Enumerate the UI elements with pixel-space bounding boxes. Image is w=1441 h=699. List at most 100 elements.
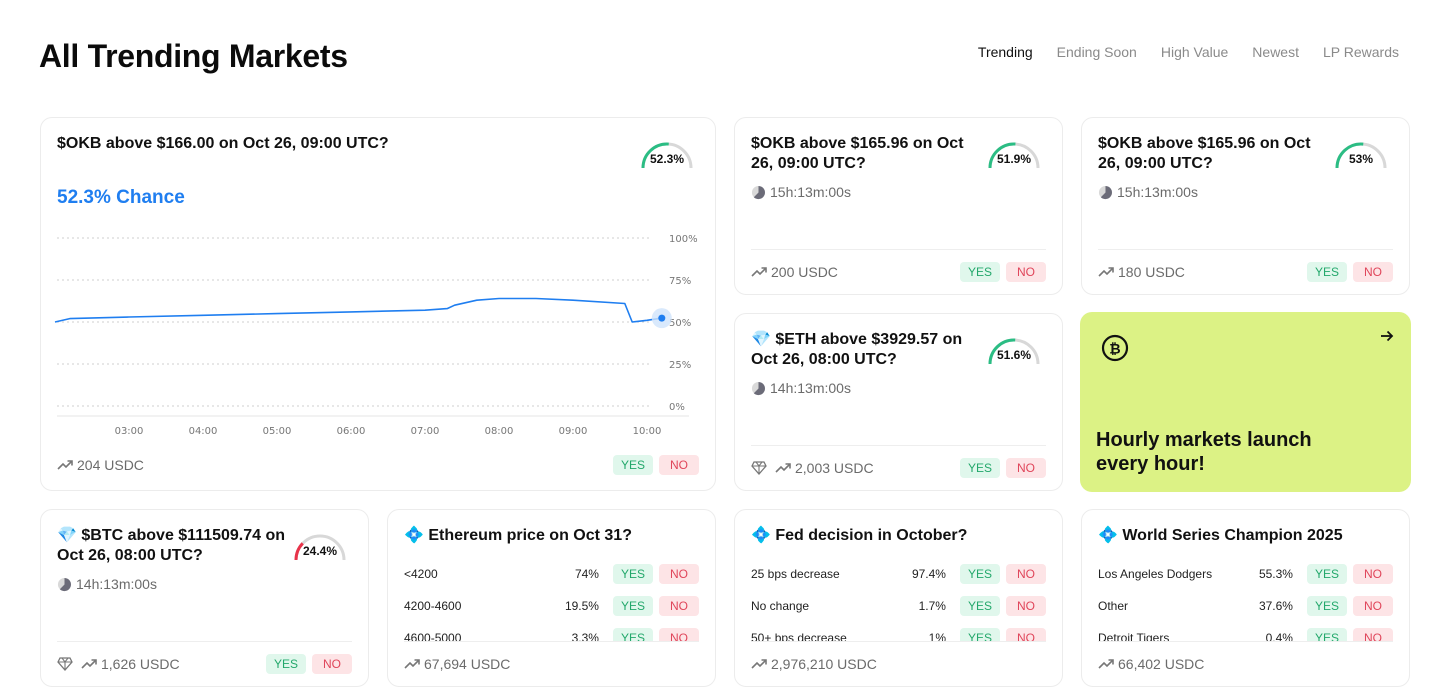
- no-button[interactable]: NO: [1353, 628, 1393, 642]
- hourly-markets-promo[interactable]: ₿ Hourly markets launch every hour!: [1080, 312, 1411, 492]
- no-button[interactable]: NO: [1353, 596, 1393, 616]
- gem-icon: [751, 461, 767, 475]
- no-button[interactable]: NO: [659, 564, 699, 584]
- tab-trending[interactable]: Trending: [977, 44, 1033, 60]
- countdown-value: 14h:13m:00s: [770, 380, 851, 396]
- market-card[interactable]: 💎 $BTC above $111509.74 on Oct 26, 08:00…: [40, 509, 369, 687]
- multi-market-card[interactable]: 💠 World Series Champion 2025 Los Angeles…: [1081, 509, 1410, 687]
- no-button[interactable]: NO: [1006, 262, 1046, 282]
- gauge-value: 53%: [1348, 152, 1374, 166]
- yes-button[interactable]: YES: [959, 458, 1000, 478]
- volume: 2,976,210 USDC: [751, 656, 877, 672]
- outcome-pct: 19.5%: [564, 599, 599, 613]
- probability-gauge: 24.4%: [292, 530, 348, 564]
- trend-up-icon: [751, 659, 767, 669]
- x-tick-label: 06:00: [337, 426, 366, 437]
- yes-button[interactable]: YES: [612, 564, 653, 584]
- market-card[interactable]: $OKB above $165.96 on Oct 26, 09:00 UTC?…: [1081, 117, 1410, 295]
- volume-value: 1,626 USDC: [101, 656, 180, 672]
- outcome-name: 4200-4600: [404, 599, 462, 613]
- x-tick-label: 08:00: [485, 426, 514, 437]
- gauge-value: 24.4%: [302, 544, 338, 558]
- outcome-row: 50+ bps decrease 1% YES NO: [751, 628, 1046, 642]
- no-button[interactable]: NO: [1006, 628, 1046, 642]
- outcome-pct: 3.3%: [571, 631, 599, 642]
- arrow-right-icon[interactable]: [1379, 328, 1395, 344]
- outcome-row: 25 bps decrease 97.4% YES NO: [751, 564, 1046, 584]
- price-chart: 100% 75% 50% 25% 0% 03:00 04:00 05:00 06:00 07:00…: [54, 234, 698, 437]
- featured-market-card[interactable]: $OKB above $166.00 on Oct 26, 09:00 UTC?…: [40, 117, 716, 491]
- no-button[interactable]: NO: [659, 455, 699, 475]
- x-tick-label: 07:00: [411, 426, 440, 437]
- clock-pie-icon: [57, 577, 72, 591]
- countdown-value: 15h:13m:00s: [770, 184, 851, 200]
- volume-value: 200 USDC: [771, 264, 838, 280]
- yes-button[interactable]: YES: [959, 596, 1000, 616]
- multi-market-card[interactable]: 💠 Fed decision in October? 25 bps decrea…: [734, 509, 1063, 687]
- page-title: All Trending Markets: [39, 38, 348, 74]
- y-tick-label: 50%: [669, 318, 691, 329]
- x-tick-label: 03:00: [115, 426, 144, 437]
- outcome-list: <4200 74% YES NO 4200-4600 19.5% YES NO …: [388, 560, 715, 642]
- y-tick-label: 100%: [669, 234, 698, 245]
- x-tick-label: 04:00: [189, 426, 218, 437]
- yes-button[interactable]: YES: [1306, 596, 1347, 616]
- no-button[interactable]: NO: [312, 654, 352, 674]
- countdown-value: 15h:13m:00s: [1117, 184, 1198, 200]
- tab-high-value[interactable]: High Value: [1160, 44, 1229, 60]
- market-title: 💎 $ETH above $3929.57 on Oct 26, 08:00 U…: [751, 331, 963, 368]
- outcome-row: Detroit Tigers 0.4% YES NO: [1098, 628, 1393, 642]
- no-button[interactable]: NO: [1006, 596, 1046, 616]
- tab-lp-rewards[interactable]: LP Rewards: [1322, 44, 1399, 60]
- outcome-name: 25 bps decrease: [751, 567, 840, 581]
- no-button[interactable]: NO: [1353, 564, 1393, 584]
- volume: 67,694 USDC: [404, 656, 510, 672]
- outcome-row: 4200-4600 19.5% YES NO: [404, 596, 699, 616]
- gem-icon: [57, 657, 73, 671]
- yes-button[interactable]: YES: [1306, 564, 1347, 584]
- yes-button[interactable]: YES: [1306, 628, 1347, 642]
- yes-button[interactable]: YES: [959, 262, 1000, 282]
- yes-button[interactable]: YES: [959, 628, 1000, 642]
- yes-button[interactable]: YES: [612, 628, 653, 642]
- no-button[interactable]: NO: [659, 596, 699, 616]
- market-card[interactable]: $OKB above $165.96 on Oct 26, 09:00 UTC?…: [734, 117, 1063, 295]
- current-point: [658, 314, 666, 322]
- volume: 204 USDC: [57, 457, 144, 473]
- gauge-value: 51.9%: [996, 152, 1032, 166]
- gauge-fill: [641, 142, 669, 169]
- multi-market-card[interactable]: 💠 Ethereum price on Oct 31? <4200 74% YE…: [387, 509, 716, 687]
- clock-pie-icon: [751, 381, 766, 395]
- outcome-row: <4200 74% YES NO: [404, 564, 699, 584]
- outcome-pct: 97.4%: [911, 567, 946, 581]
- yes-button[interactable]: YES: [1306, 262, 1347, 282]
- tab-newest[interactable]: Newest: [1252, 44, 1299, 60]
- trend-up-icon: [751, 267, 767, 277]
- outcome-pct: 37.6%: [1258, 599, 1293, 613]
- divider: [751, 641, 1046, 642]
- market-title: 💠 World Series Champion 2025: [1098, 527, 1343, 544]
- outcome-pct: 55.3%: [1258, 567, 1293, 581]
- y-tick-label: 75%: [669, 276, 691, 287]
- no-button[interactable]: NO: [659, 628, 699, 642]
- outcome-list: Los Angeles Dodgers 55.3% YES NO Other 3…: [1082, 560, 1409, 642]
- market-card[interactable]: 💎 $ETH above $3929.57 on Oct 26, 08:00 U…: [734, 313, 1063, 491]
- tab-ending-soon[interactable]: Ending Soon: [1056, 44, 1137, 60]
- countdown: 15h:13m:00s: [1098, 184, 1198, 200]
- market-title: 💠 Ethereum price on Oct 31?: [404, 527, 632, 544]
- volume-value: 2,976,210 USDC: [771, 656, 877, 672]
- yes-button[interactable]: YES: [612, 596, 653, 616]
- yes-button[interactable]: YES: [612, 455, 653, 475]
- yes-button[interactable]: YES: [959, 564, 1000, 584]
- outcome-name: 4600-5000: [404, 631, 462, 642]
- no-button[interactable]: NO: [1353, 262, 1393, 282]
- gauge-fill: [988, 142, 1016, 169]
- promo-text: Hourly markets launch every hour!: [1096, 429, 1312, 475]
- no-button[interactable]: NO: [1006, 564, 1046, 584]
- yes-button[interactable]: YES: [265, 654, 306, 674]
- outcome-pct: 74%: [574, 567, 599, 581]
- market-title: 💎 $BTC above $111509.74 on Oct 26, 08:00…: [57, 527, 286, 564]
- trend-up-icon: [57, 460, 73, 470]
- volume-value: 2,003 USDC: [795, 460, 874, 476]
- no-button[interactable]: NO: [1006, 458, 1046, 478]
